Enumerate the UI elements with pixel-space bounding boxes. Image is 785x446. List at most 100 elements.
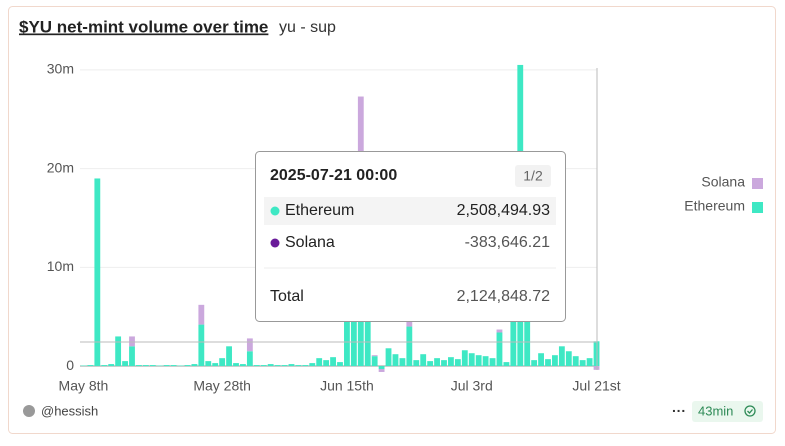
bar: [378, 366, 385, 370]
bar: [205, 361, 212, 367]
bar: [281, 365, 288, 367]
bar: [302, 365, 309, 367]
bar: [406, 321, 413, 327]
bar: [510, 321, 517, 367]
bar: [337, 362, 343, 367]
bar: [260, 365, 267, 367]
author[interactable]: @hessish: [41, 403, 98, 418]
page-badge[interactable]: [515, 165, 551, 187]
bar: [489, 358, 496, 367]
bar: [198, 304, 205, 325]
bar: [129, 336, 135, 347]
bar: [323, 360, 330, 367]
bar: [468, 353, 475, 367]
bar: [288, 364, 295, 367]
check-mark: [747, 409, 753, 414]
bar: [538, 353, 544, 367]
bar: [240, 364, 246, 367]
bar: [392, 354, 399, 367]
bar: [364, 316, 371, 367]
x-tick-label: May 28th: [193, 378, 251, 394]
bar: [586, 358, 593, 367]
bar: [482, 356, 489, 367]
bar: [454, 359, 461, 367]
check-icon: [744, 405, 756, 417]
x-tick-label: May 8th: [59, 378, 109, 394]
bar: [531, 360, 538, 367]
bar: [274, 365, 281, 367]
bar: [330, 357, 336, 367]
bar: [545, 359, 551, 367]
bar: [475, 355, 482, 367]
bar: [246, 338, 253, 352]
y-tick-label: 10m: [47, 258, 74, 274]
bar: [142, 365, 149, 367]
bar: [163, 365, 170, 367]
bar: [378, 369, 385, 372]
x-tick-label: Jul 3rd: [451, 378, 493, 394]
age: 43min: [698, 403, 733, 418]
y-tick-label: 30m: [47, 61, 74, 77]
bar: [572, 356, 579, 367]
bar: [524, 321, 531, 367]
menu[interactable]: ···: [672, 403, 686, 419]
legend-swatch: [752, 178, 763, 189]
tooltip-box: [255, 151, 566, 322]
bar: [441, 360, 447, 367]
tooltip-name: Solana: [285, 234, 335, 251]
tooltip-dot: [270, 238, 280, 248]
bar: [565, 351, 572, 367]
tooltip-value: -383,646.21: [465, 234, 551, 251]
bar: [87, 365, 94, 367]
tooltip: 2025-07-21 00:00 1/2 Ethereum 2,508,494.…: [255, 151, 566, 322]
bar: [434, 358, 440, 367]
bar: [344, 321, 350, 367]
bar: [267, 364, 274, 367]
legend-label: Ethereum: [684, 198, 745, 214]
bar: [226, 346, 232, 367]
bar: [246, 351, 253, 367]
tooltip-highlight: [264, 197, 556, 225]
tooltip-page: 1/2: [523, 168, 543, 184]
tooltip-time: 2025-07-21 00:00: [270, 167, 397, 184]
bar: [503, 362, 510, 367]
bar: [170, 365, 177, 367]
tooltip-total: 2,124,848.72: [457, 288, 551, 305]
bar: [371, 356, 378, 367]
bar: [496, 332, 503, 367]
age-badge: [692, 401, 763, 422]
bar: [552, 355, 558, 367]
bar: [122, 361, 128, 367]
bar: [448, 357, 454, 367]
bar: [149, 365, 156, 367]
bar: [191, 364, 198, 367]
bar: [420, 354, 427, 367]
chart-subtitle: yu - sup: [279, 19, 336, 36]
bar: [316, 358, 323, 367]
tooltip-name: Ethereum: [285, 202, 354, 219]
bar: [233, 363, 239, 367]
avatar: [23, 405, 35, 417]
chart-title[interactable]: $YU net-mint volume over time: [19, 17, 268, 36]
x-tick-label: Jun 15th: [320, 378, 374, 394]
legend-label: Solana: [701, 174, 745, 190]
bar: [184, 365, 191, 367]
bar: [385, 348, 392, 367]
bar: [413, 360, 420, 367]
bar: [496, 329, 503, 333]
bar: [579, 360, 586, 367]
y-tick-label: 0: [66, 357, 74, 373]
tooltip-total-label: Total: [270, 288, 304, 305]
bar: [253, 365, 260, 367]
bar: [427, 361, 434, 367]
bar: [558, 346, 565, 367]
bar: [461, 350, 468, 367]
bar: [136, 365, 142, 367]
bar: [295, 365, 302, 367]
bar: [371, 355, 378, 357]
y-tick-label: 20m: [47, 159, 74, 175]
x-tick-label: Jul 21st: [572, 378, 620, 394]
bar: [198, 324, 205, 367]
bar: [115, 336, 122, 367]
